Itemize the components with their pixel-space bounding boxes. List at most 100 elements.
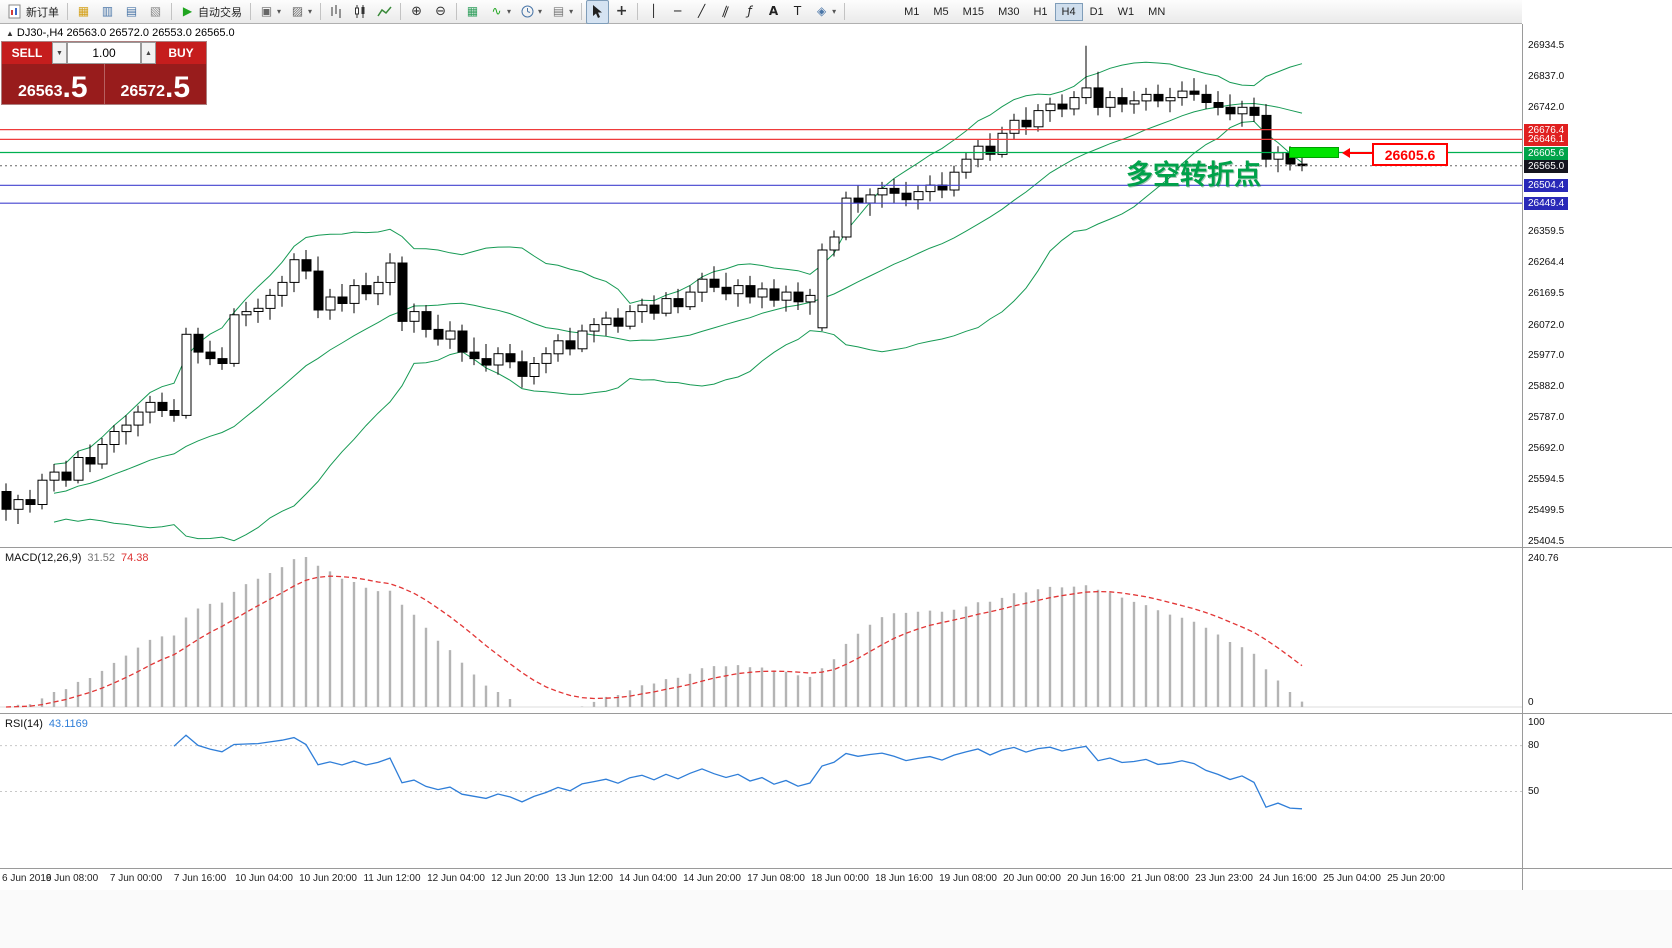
- toolbar-separator: [637, 3, 639, 20]
- panel-separator[interactable]: [0, 547, 1672, 548]
- data-window-icon: ▥: [101, 4, 114, 18]
- x-axis-label: 11 Jun 12:00: [363, 873, 421, 884]
- market-watch-button[interactable]: ▦: [72, 0, 95, 24]
- price-axis[interactable]: 240.76 0 26934.5 26837.0 26742.0 26359.5 262…: [1522, 0, 1672, 948]
- text-label-button[interactable]: T: [786, 0, 809, 24]
- navigator-icon: ▤: [125, 4, 138, 18]
- cursor-button[interactable]: [586, 0, 610, 24]
- sell-price-main: 26563: [17, 83, 63, 100]
- timeframe-button-M30[interactable]: M30: [998, 5, 1020, 18]
- volume-decrease-button[interactable]: ▼: [52, 42, 67, 64]
- price-callout[interactable]: 26605.6: [1372, 143, 1448, 166]
- fibonacci-button[interactable]: ƒ: [738, 0, 761, 24]
- timeframe-button-H1[interactable]: H1: [1033, 5, 1048, 18]
- highlight-box[interactable]: [1289, 147, 1339, 158]
- channel-icon: ∥: [720, 3, 731, 19]
- timeframe-button-W1[interactable]: W1: [1117, 5, 1135, 18]
- x-axis-label: 14 Jun 04:00: [619, 873, 677, 884]
- price-axis-label: 26169.5: [1528, 288, 1565, 299]
- new-chart-icon: ▣: [260, 4, 273, 18]
- candlestick-chart: [0, 45, 1522, 542]
- timeframe-button-M5[interactable]: M5: [933, 5, 949, 18]
- toolbar-separator: [844, 3, 846, 20]
- x-axis-label: 6 Jun 2019: [2, 873, 52, 884]
- rsi-axis-label: 80: [1528, 740, 1540, 751]
- candlestick-button[interactable]: [349, 0, 372, 24]
- templates-button[interactable]: ▤ ▾: [547, 0, 577, 24]
- navigator-button[interactable]: ▤: [120, 0, 143, 24]
- toolbar-separator: [400, 3, 402, 20]
- x-axis-label: 24 Jun 16:00: [1259, 873, 1317, 884]
- grid-button[interactable]: ▦: [461, 0, 484, 24]
- text-button[interactable]: A: [762, 0, 785, 24]
- x-axis-label: 25 Jun 04:00: [1323, 873, 1381, 884]
- line-chart-icon: [377, 6, 392, 17]
- time-axis[interactable]: 6 Jun 2019 6 Jun 08:00 7 Jun 00:00 7 Jun 16…: [0, 869, 1522, 890]
- x-axis-label: 10 Jun 20:00: [299, 873, 357, 884]
- volume-input[interactable]: [67, 42, 141, 64]
- x-axis-label: 18 Jun 16:00: [875, 873, 933, 884]
- axis-separator: [1522, 24, 1523, 890]
- timeframe-button-M1[interactable]: M1: [904, 5, 920, 18]
- x-axis-label: 23 Jun 23:00: [1195, 873, 1253, 884]
- grid-icon: ▦: [466, 4, 479, 18]
- profiles-icon: ▨: [291, 4, 304, 18]
- price-level-badge: 26646.1: [1524, 133, 1569, 146]
- rsi-title-line: RSI(14) 43.1169: [5, 718, 94, 730]
- crosshair-icon: +: [615, 3, 628, 19]
- zoom-in-icon: ⊕: [411, 4, 422, 19]
- x-axis-label: 18 Jun 00:00: [811, 873, 869, 884]
- clock-icon: [521, 5, 534, 18]
- sell-button[interactable]: SELL: [2, 42, 52, 64]
- x-axis-label: 21 Jun 08:00: [1131, 873, 1189, 884]
- buy-button[interactable]: BUY: [156, 42, 206, 64]
- buy-price-big: .5: [164, 71, 191, 104]
- horizontal-line-button[interactable]: ─: [666, 0, 689, 24]
- volume-increase-button[interactable]: ▲: [141, 42, 156, 64]
- new-order-button[interactable]: 新订单: [4, 0, 63, 24]
- rsi-chart[interactable]: [0, 715, 1522, 868]
- fibonacci-icon: ƒ: [747, 4, 752, 18]
- panel-separator[interactable]: [0, 713, 1672, 714]
- trendline-button[interactable]: ╱: [690, 0, 713, 24]
- bar-chart-button[interactable]: [325, 0, 348, 24]
- vertical-line-button[interactable]: │: [642, 0, 665, 24]
- price-level-badge: 26449.4: [1524, 197, 1569, 210]
- x-axis-label: 25 Jun 20:00: [1387, 873, 1445, 884]
- vertical-line-icon: │: [649, 4, 658, 18]
- profiles-button[interactable]: ▨ ▾: [286, 0, 316, 24]
- panel-separator: [0, 868, 1672, 869]
- data-window-button[interactable]: ▥: [96, 0, 119, 24]
- timeframe-button-D1[interactable]: D1: [1089, 5, 1104, 18]
- channel-button[interactable]: ∥: [714, 0, 737, 24]
- auto-trading-button[interactable]: ▶ 自动交易: [176, 0, 246, 24]
- x-axis-label: 7 Jun 16:00: [173, 873, 227, 884]
- macd-chart[interactable]: [0, 549, 1522, 712]
- toolbar-separator: [67, 3, 68, 20]
- periods-button[interactable]: ▾: [516, 0, 546, 24]
- new-order-label: 新订单: [26, 6, 59, 19]
- annotation-text[interactable]: 多空转折点: [1126, 160, 1261, 191]
- zoom-out-button[interactable]: ⊖: [429, 0, 452, 24]
- price-level-badge: 26605.6: [1524, 147, 1569, 160]
- indicators-button[interactable]: ∿ ▾: [485, 0, 515, 24]
- toolbar-separator: [320, 3, 322, 20]
- timeframe-button-MN[interactable]: MN: [1148, 5, 1166, 18]
- line-chart-button[interactable]: [373, 0, 396, 24]
- x-axis-label: 14 Jun 20:00: [683, 873, 741, 884]
- horizontal-line-icon: ─: [673, 4, 682, 18]
- terminal-button[interactable]: ▧: [144, 0, 167, 24]
- shapes-button[interactable]: ◈ ▾: [810, 0, 840, 24]
- rsi-value: 43.1169: [48, 718, 88, 730]
- timeframe-button-H4[interactable]: H4: [1054, 2, 1083, 21]
- x-axis-label: 12 Jun 20:00: [491, 873, 549, 884]
- timeframe-button-M15[interactable]: M15: [962, 5, 985, 18]
- zoom-in-button[interactable]: ⊕: [405, 0, 428, 24]
- crosshair-button[interactable]: +: [610, 0, 633, 24]
- new-chart-button[interactable]: ▣ ▾: [255, 0, 285, 24]
- collapse-panel-icon[interactable]: ▲: [6, 29, 14, 38]
- x-axis-label: 7 Jun 00:00: [109, 873, 163, 884]
- price-axis-label: 25404.5: [1528, 536, 1565, 547]
- chart-plot[interactable]: [0, 24, 1522, 546]
